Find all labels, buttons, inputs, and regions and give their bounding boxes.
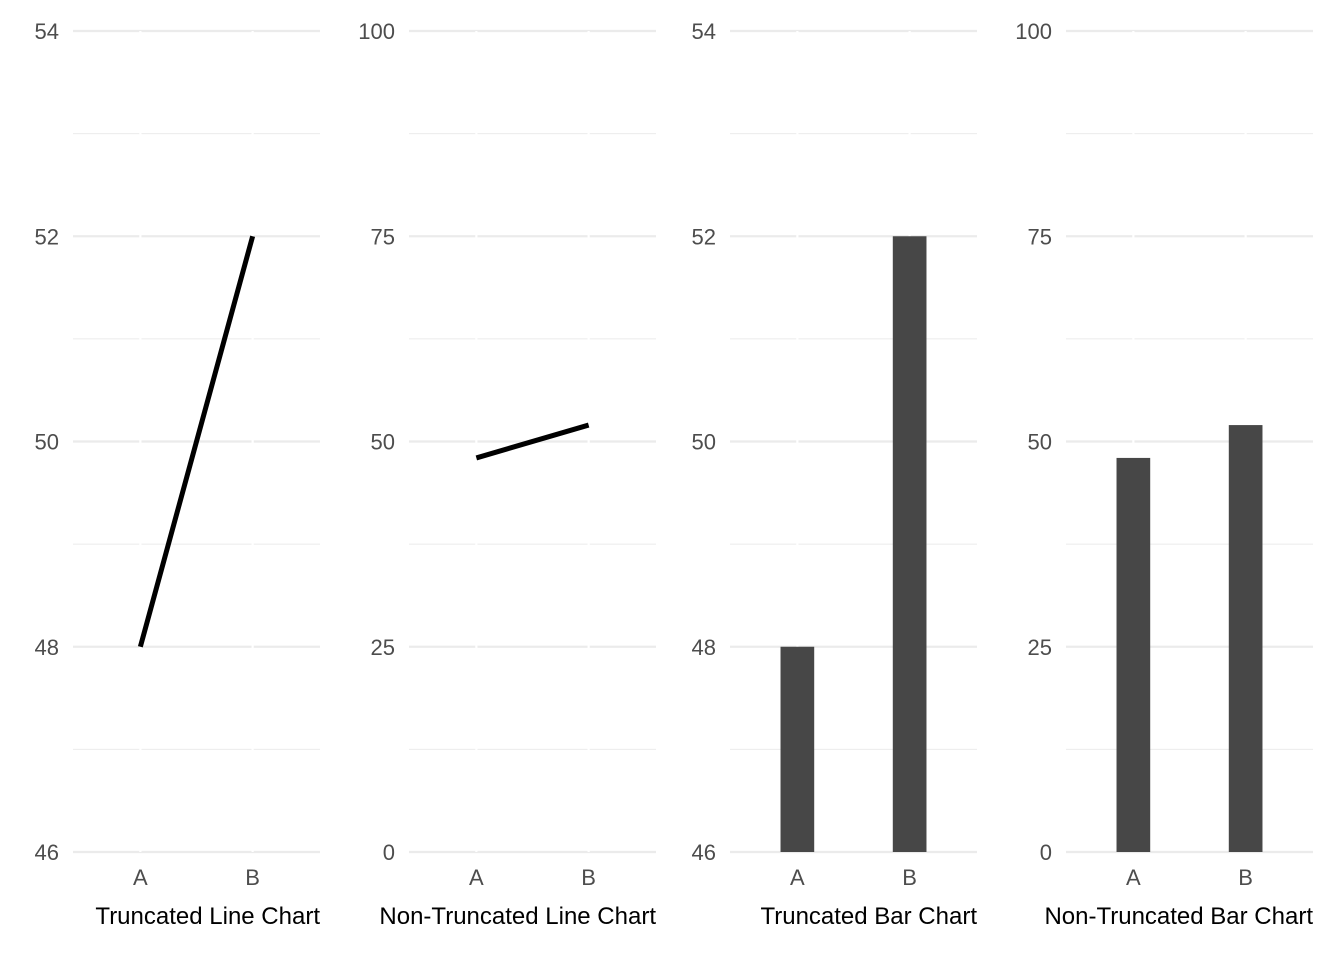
panel-4: 0 25 50 75 100 A B Non-Truncated Bar Chart — [1015, 19, 1313, 930]
x-tick-label: B — [581, 865, 596, 890]
x-axis-title: Truncated Bar Chart — [760, 903, 977, 930]
panel-2: 0 25 50 75 100 A B Non-Truncated Line Chart — [358, 19, 656, 930]
x-tick-label: B — [902, 865, 917, 890]
y-tick-label: 54 — [692, 19, 716, 44]
panel-1: 46 48 50 52 54 A B Truncated Line Chart — [35, 19, 321, 930]
y-tick-label: 48 — [35, 635, 59, 660]
y-tick-label: 100 — [358, 19, 395, 44]
x-axis-title: Non-Truncated Line Chart — [379, 903, 656, 930]
y-tick-label: 50 — [692, 430, 716, 455]
x-tick-label: A — [133, 865, 148, 890]
bar-a — [780, 646, 815, 852]
y-tick-label: 25 — [1028, 635, 1052, 660]
y-tick-label: 46 — [35, 840, 59, 865]
x-axis-title: Truncated Line Chart — [95, 903, 320, 930]
y-tick-label: 50 — [35, 430, 59, 455]
x-tick-label: A — [469, 865, 484, 890]
y-tick-label: 0 — [383, 840, 395, 865]
y-tick-label: 75 — [371, 224, 395, 249]
panel-3: 46 48 50 52 54 A B Truncated Bar Chart — [692, 19, 978, 930]
y-tick-label: 75 — [1028, 224, 1052, 249]
bar-b — [892, 236, 927, 852]
x-axis-title: Non-Truncated Bar Chart — [1044, 903, 1313, 930]
y-tick-label: 48 — [692, 635, 716, 660]
y-tick-label: 25 — [371, 635, 395, 660]
x-tick-label: B — [245, 865, 260, 890]
bar-a — [1116, 457, 1151, 852]
x-tick-label: A — [790, 865, 805, 890]
y-tick-label: 0 — [1040, 840, 1052, 865]
series-line — [137, 235, 256, 648]
x-tick-label: A — [1126, 865, 1141, 890]
y-tick-label: 54 — [35, 19, 59, 44]
y-tick-label: 50 — [371, 430, 395, 455]
y-tick-label: 52 — [692, 224, 716, 249]
y-tick-label: 100 — [1015, 19, 1052, 44]
y-tick-label: 50 — [1028, 430, 1052, 455]
y-tick-label: 46 — [692, 840, 716, 865]
x-tick-label: B — [1238, 865, 1253, 890]
y-tick-label: 52 — [35, 224, 59, 249]
bar-b — [1228, 425, 1263, 852]
series-line — [475, 422, 590, 461]
